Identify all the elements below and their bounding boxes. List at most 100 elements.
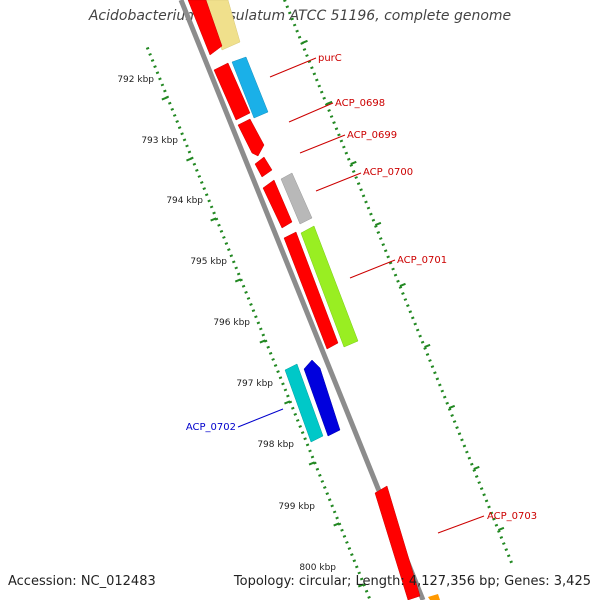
minor-tick: [310, 455, 315, 459]
minor-tick: [246, 296, 251, 300]
minor-tick: [465, 450, 469, 454]
gene-feature-ACP_0702[interactable]: [284, 363, 324, 443]
major-tick: [161, 96, 168, 101]
minor-tick: [479, 487, 484, 491]
gene-label-purC[interactable]: purC: [318, 53, 342, 64]
minor-tick: [435, 377, 440, 381]
gene-feature-orange[interactable]: [428, 594, 440, 600]
minor-tick: [342, 534, 347, 538]
gene-feature-ACP_0700[interactable]: [262, 179, 293, 229]
minor-tick: [217, 223, 221, 227]
minor-tick: [319, 90, 324, 94]
minor-tick: [158, 77, 162, 81]
gene-label-ACP_0703[interactable]: ACP_0703: [487, 511, 537, 522]
minor-tick: [244, 290, 248, 294]
scale-label: 792 kbp: [117, 75, 154, 85]
gene-feature-ACP_0698[interactable]: [213, 62, 251, 121]
gene-feature-ACP_0703[interactable]: [374, 485, 421, 600]
minor-tick: [364, 200, 368, 204]
minor-tick: [286, 394, 290, 398]
minor-tick: [295, 29, 299, 33]
minor-tick: [300, 431, 305, 435]
minor-tick: [462, 444, 467, 448]
minor-tick: [337, 133, 341, 137]
minor-tick: [200, 181, 204, 185]
gene-feature-purC[interactable]: [187, 0, 223, 56]
gene-feature-small[interactable]: [254, 156, 273, 178]
minor-tick: [293, 412, 298, 416]
gene-feature-gray[interactable]: [280, 172, 313, 225]
minor-tick: [320, 479, 325, 483]
minor-tick: [410, 316, 415, 320]
minor-tick: [470, 462, 474, 466]
minor-tick: [357, 571, 361, 575]
minor-tick: [494, 523, 499, 527]
minor-tick: [172, 113, 177, 117]
minor-tick: [310, 66, 314, 70]
gene-feature-cyan[interactable]: [231, 56, 269, 119]
scale-label: 798 kbp: [257, 440, 294, 450]
gene-feature-ACP_0701[interactable]: [283, 231, 339, 350]
minor-tick: [160, 83, 165, 87]
minor-tick: [204, 193, 209, 197]
gene-feature-ACP_0699[interactable]: [237, 118, 265, 157]
minor-tick: [340, 528, 344, 532]
major-tick: [399, 282, 406, 287]
gene-label-ACP_0698[interactable]: ACP_0698: [335, 98, 385, 109]
minor-tick: [347, 157, 351, 161]
scale-label: 796 kbp: [213, 318, 250, 328]
major-tick: [374, 221, 382, 226]
minor-tick: [383, 249, 388, 253]
minor-tick: [271, 357, 275, 361]
minor-tick: [283, 0, 287, 3]
major-tick: [308, 461, 315, 466]
minor-tick: [207, 199, 211, 203]
minor-tick: [236, 272, 241, 276]
minor-tick: [219, 229, 224, 233]
minor-tick: [290, 17, 294, 21]
minor-tick: [352, 559, 357, 563]
minor-tick: [347, 547, 352, 551]
minor-tick: [349, 163, 354, 167]
minor-tick: [209, 205, 214, 209]
gene-feature-blue[interactable]: [303, 359, 341, 437]
minor-tick: [332, 510, 337, 514]
minor-tick: [305, 443, 310, 447]
minor-tick: [327, 108, 331, 112]
minor-tick: [354, 176, 358, 180]
minor-tick: [202, 187, 206, 191]
minor-tick: [168, 101, 172, 105]
gene-label-ACP_0702[interactable]: ACP_0702: [186, 422, 236, 433]
minor-tick: [509, 560, 513, 564]
minor-tick: [474, 474, 479, 478]
minor-tick: [489, 511, 494, 515]
minor-tick: [318, 473, 322, 477]
label-leaders: [237, 57, 485, 534]
minor-tick: [423, 346, 427, 350]
minor-tick: [283, 388, 288, 392]
minor-tick: [477, 481, 481, 485]
minor-tick: [350, 553, 354, 557]
minor-tick: [413, 322, 417, 326]
major-tick: [259, 339, 266, 344]
gene-labels: purC ACP_0698 ACP_0699 ACP_0700 ACP_0701…: [186, 53, 537, 522]
minor-tick: [366, 206, 371, 210]
minor-tick: [266, 345, 270, 349]
minor-tick: [303, 437, 307, 441]
minor-tick: [259, 327, 263, 331]
minor-tick: [445, 401, 449, 405]
minor-tick: [391, 267, 395, 271]
minor-tick: [192, 162, 197, 166]
minor-tick: [457, 432, 462, 436]
minor-tick: [408, 310, 413, 314]
minor-tick: [396, 279, 400, 283]
minor-tick: [308, 449, 312, 453]
minor-tick: [295, 418, 300, 422]
minor-tick: [315, 78, 319, 82]
gene-feature-lime[interactable]: [300, 225, 359, 348]
gene-label-ACP_0701[interactable]: ACP_0701: [397, 255, 447, 266]
gene-label-ACP_0700[interactable]: ACP_0700: [363, 167, 413, 178]
minor-tick: [187, 150, 192, 154]
gene-label-ACP_0699[interactable]: ACP_0699: [347, 130, 397, 141]
minor-tick: [506, 554, 511, 558]
